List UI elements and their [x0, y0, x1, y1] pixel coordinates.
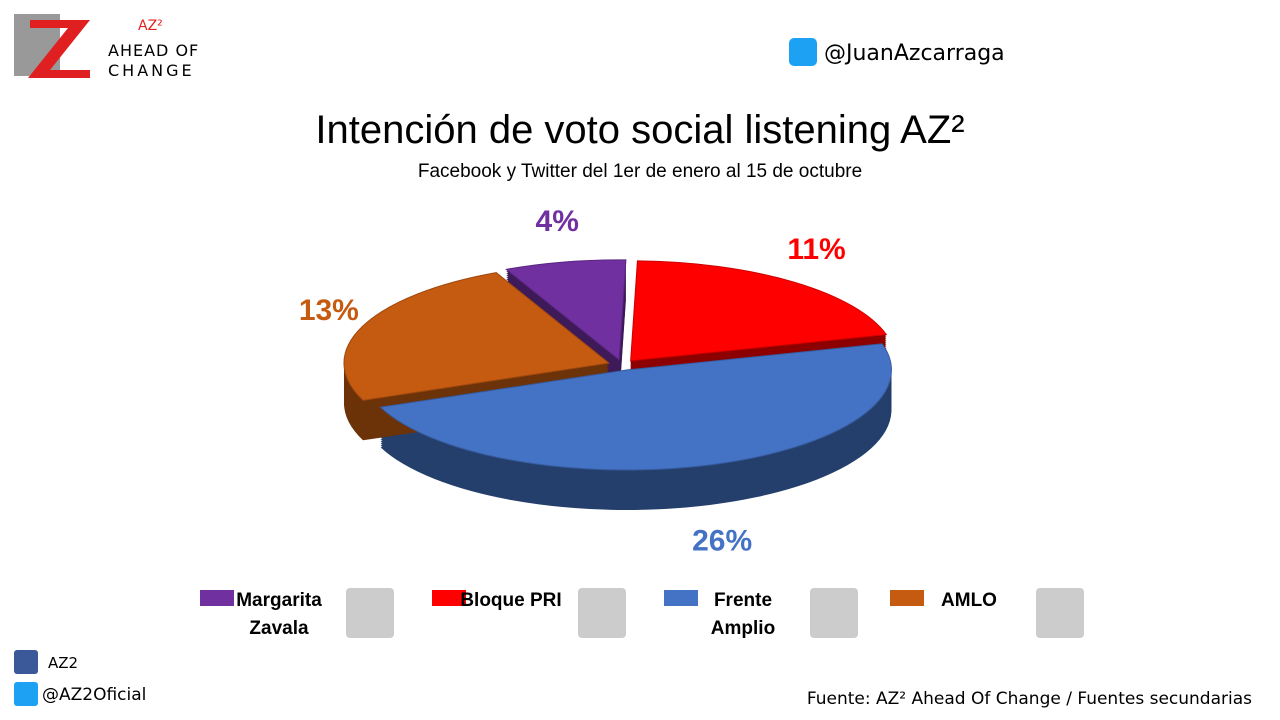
chart-subtitle: Facebook y Twitter del 1er de enero al 1…	[418, 161, 862, 182]
slice	[505, 259, 627, 361]
twitter-icon	[14, 682, 38, 706]
slice	[630, 260, 888, 362]
footer-twitter: @AZ2Oficial	[42, 685, 146, 705]
legend-label: Frente Amplio	[710, 590, 776, 639]
legend-swatch	[200, 590, 234, 606]
twitter-icon	[789, 38, 817, 66]
legend-label: Margarita Zavala	[236, 590, 322, 639]
data-label: 13%	[299, 294, 359, 327]
slice	[379, 343, 892, 471]
logo	[14, 14, 90, 78]
footer-facebook: AZ2	[48, 654, 78, 672]
legend-swatch	[890, 590, 924, 606]
brand-line: AHEAD OF	[108, 41, 199, 60]
legend-label: AMLO	[941, 590, 997, 611]
data-label: 11%	[787, 233, 845, 266]
brand-line: CHANGE	[108, 61, 195, 80]
brand-name: AZ²	[138, 18, 163, 34]
source: Fuente: AZ² Ahead Of Change / Fuentes se…	[807, 689, 1252, 709]
data-label: 26%	[692, 524, 752, 557]
legend-photo	[1036, 588, 1084, 638]
facebook-icon	[14, 650, 38, 674]
legend-photo	[578, 588, 626, 638]
legend-swatch	[432, 590, 466, 606]
chart-title: Intención de voto social listening AZ²	[315, 108, 964, 152]
data-label: 4%	[536, 205, 579, 238]
legend-photo	[346, 588, 394, 638]
handle: @JuanAzcarraga	[824, 41, 1005, 66]
legend-photo	[810, 588, 858, 638]
legend-label: Bloque PRI	[460, 590, 562, 611]
legend-swatch	[664, 590, 698, 606]
slice	[343, 272, 611, 401]
